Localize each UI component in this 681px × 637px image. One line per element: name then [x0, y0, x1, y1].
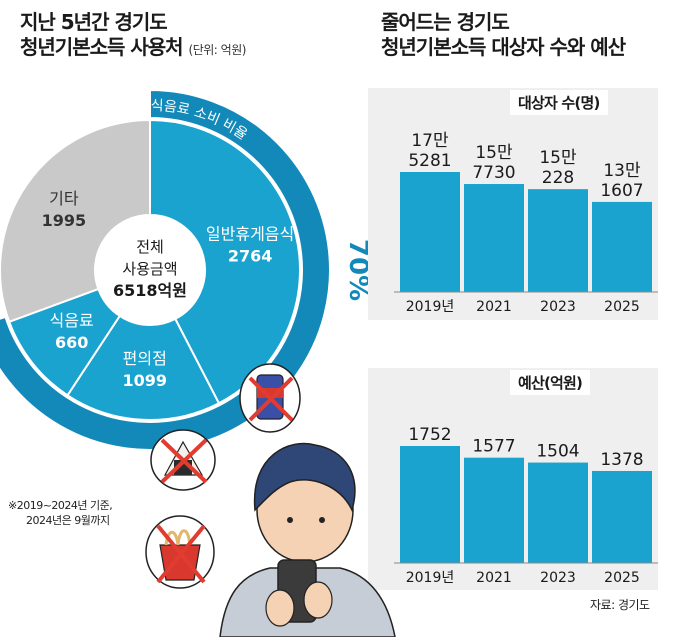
left-title-line2: 청년기본소득 사용처 (단위: 억원) — [20, 35, 246, 63]
footnote-line1: ※2019~2024년 기준, — [8, 499, 113, 512]
no-noodle-icon — [145, 515, 215, 589]
ring-food-share — [0, 88, 331, 451]
no-riceball-icon — [150, 429, 216, 491]
recipients-category-2: 2021 — [476, 299, 512, 315]
right-title-line1: 줄어드는 경기도 — [381, 10, 510, 34]
slice-value-2: 1099 — [122, 371, 167, 390]
recipients-value-label-2-2: 7730 — [472, 163, 515, 183]
budget-bar-4 — [592, 470, 652, 563]
donut-center — [97, 217, 203, 323]
slice-other — [0, 118, 151, 324]
recipients-bar-3 — [528, 189, 588, 292]
center-label-2: 사용금액 — [122, 260, 177, 278]
slice-value-4: 1995 — [42, 211, 87, 230]
footnote-line2: 2024년은 9월까지 — [26, 514, 110, 527]
budget-bar-1 — [400, 446, 460, 563]
budget-category-1: 2019년 — [406, 570, 455, 586]
budget-panel-label: 예산(억원) — [510, 370, 591, 395]
recipients-value-label-3-1: 15만 — [539, 148, 577, 168]
recipients-bar-4 — [592, 201, 652, 292]
source-label: 자료: 경기도 — [590, 598, 650, 612]
person-figure — [219, 442, 396, 637]
recipients-category-4: 2025 — [604, 299, 640, 315]
recipients-bar-2 — [464, 184, 524, 292]
left-title-line1: 지난 5년간 경기도 — [20, 10, 168, 34]
recipients-value-label-4-1: 13만 — [603, 161, 641, 181]
recipients-panel-label: 대상자 수(명) — [510, 90, 608, 115]
budget-value-label-1-1: 1752 — [408, 425, 451, 445]
bars-layer: 17만52812019년15만7730202115만228202313만1607… — [394, 131, 658, 586]
left-title-line2-text: 청년기본소득 사용처 — [20, 35, 184, 59]
recipients-bar-1 — [400, 172, 460, 292]
budget-category-2: 2021 — [476, 570, 512, 586]
slice-value-3: 660 — [55, 333, 88, 352]
recipients-category-1: 2019년 — [406, 299, 455, 315]
budget-bar-3 — [528, 462, 588, 563]
recipients-value-label-4-2: 1607 — [600, 181, 643, 201]
center-label-3: 6518억원 — [113, 281, 187, 300]
footnote: ※2019~2024년 기준, 2024년은 9월까지 — [8, 498, 113, 528]
recipients-value-label-1-2: 5281 — [408, 151, 451, 171]
slice-label-4: 기타 — [49, 189, 79, 208]
slice-value-1: 2764 — [228, 247, 273, 266]
budget-category-4: 2025 — [604, 570, 640, 586]
slice-label-2: 편의점 — [123, 349, 167, 368]
recipients-value-label-3-2: 228 — [542, 168, 574, 188]
recipients-value-label-1-1: 17만 — [411, 131, 449, 151]
center-label-1: 전체 — [136, 238, 164, 256]
recipients-category-3: 2023 — [540, 299, 576, 315]
slice-label-1: 일반휴게음식 — [206, 225, 294, 244]
right-title-line2: 청년기본소득 대상자 수와 예산 — [381, 35, 626, 59]
right-title: 줄어드는 경기도 청년기본소득 대상자 수와 예산 — [381, 10, 626, 60]
budget-value-label-4-1: 1378 — [600, 450, 643, 470]
person-illustration — [145, 363, 396, 637]
recipients-value-label-2-1: 15만 — [475, 143, 513, 163]
no-can-icon — [239, 363, 301, 433]
unit-label: (단위: 억원) — [188, 43, 247, 57]
budget-value-label-3-1: 1504 — [536, 442, 579, 462]
budget-value-label-2-1: 1577 — [472, 437, 515, 457]
slice-label-3: 식음료 — [50, 311, 94, 330]
left-title: 지난 5년간 경기도 청년기본소득 사용처 (단위: 억원) — [20, 10, 246, 63]
slice-convenience-store — [66, 314, 221, 421]
budget-category-3: 2023 — [540, 570, 576, 586]
budget-bar-2 — [464, 457, 524, 563]
